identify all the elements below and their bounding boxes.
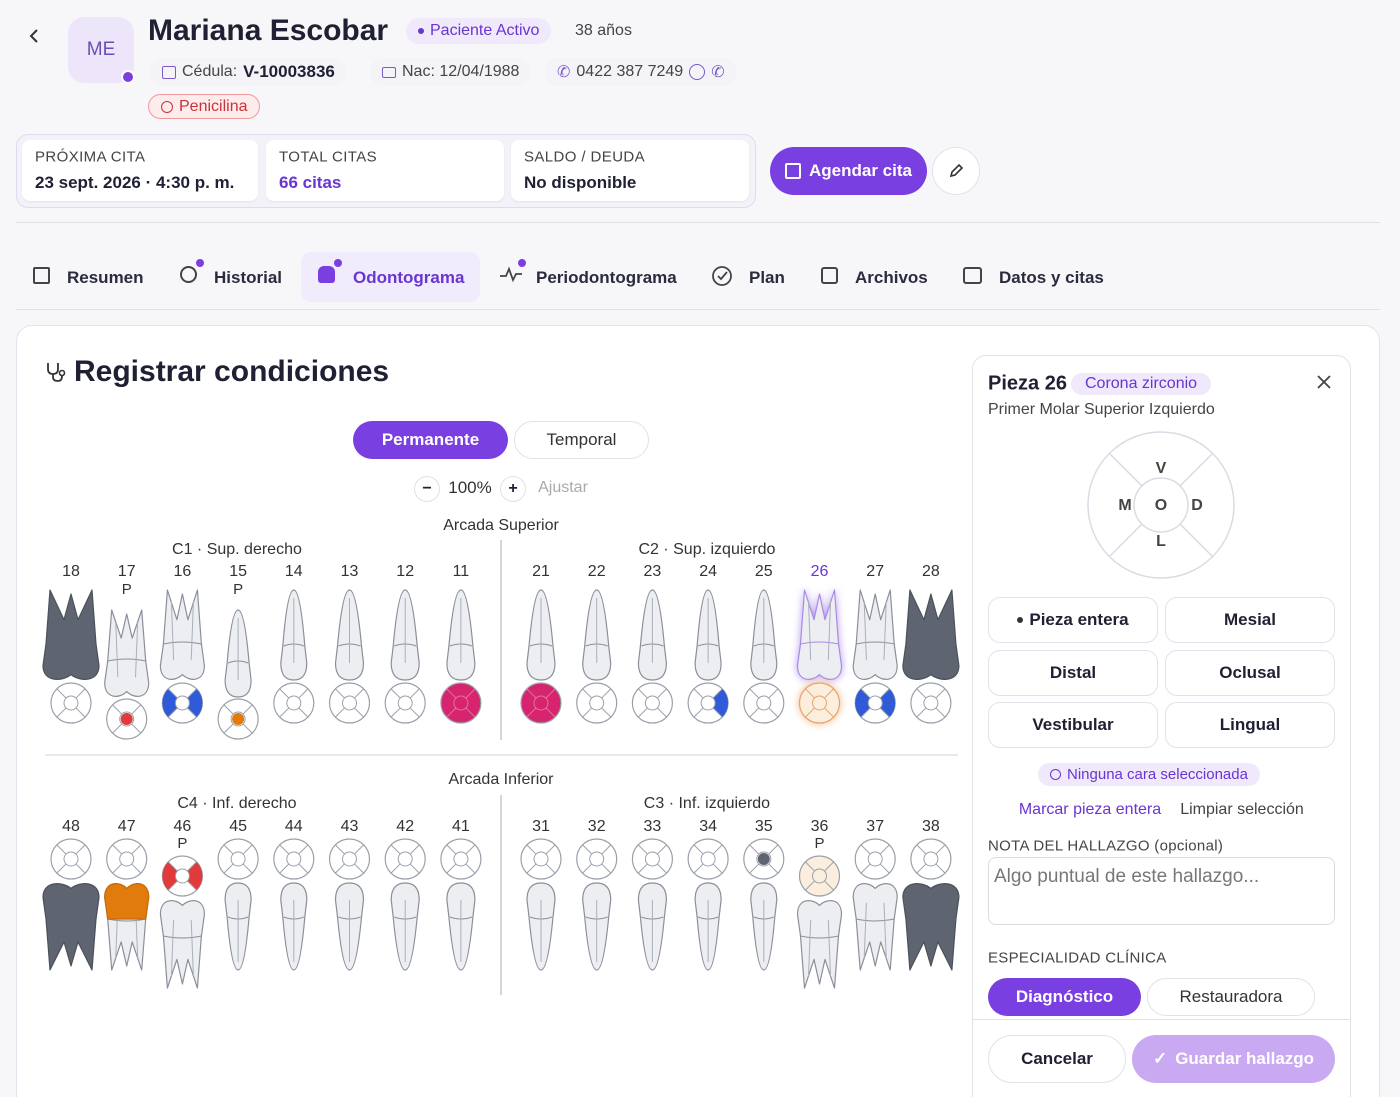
- zoom-out[interactable]: −: [414, 476, 440, 502]
- schedule-text: Agendar cita: [809, 161, 912, 180]
- back-button[interactable]: [26, 28, 42, 44]
- button-text: Vestibular: [1032, 715, 1114, 734]
- fit-button[interactable]: Ajustar: [538, 479, 588, 496]
- stat-card: [266, 140, 504, 201]
- zoom-in[interactable]: +: [500, 476, 526, 502]
- tab-dot: [334, 259, 342, 267]
- note-label: NOTA DEL HALLAZGO (opcional): [988, 837, 1224, 855]
- panel-subtitle: Primer Molar Superior Izquierdo: [988, 401, 1215, 418]
- tab[interactable]: Archivos: [855, 268, 928, 287]
- tab-icon: [500, 266, 522, 283]
- stat-label: TOTAL CITAS: [279, 148, 378, 166]
- bullet: [1017, 617, 1024, 623]
- id-chip: Cédula: V-10003836: [150, 58, 347, 86]
- patient-name: Mariana Escobar: [148, 14, 389, 47]
- divider: [973, 1019, 1350, 1020]
- link[interactable]: Limpiar selección: [1180, 801, 1304, 818]
- toggle[interactable]: Temporal: [514, 421, 649, 459]
- surface-button[interactable]: Vestibular: [988, 702, 1158, 748]
- tab-icon: [821, 267, 838, 284]
- status-text: Ninguna cara seleccionada: [1067, 766, 1248, 783]
- button-text: Pieza entera: [1029, 610, 1129, 629]
- section-title: Registrar condiciones: [74, 355, 390, 388]
- id-value: V-10003836: [243, 62, 335, 81]
- divider: [16, 222, 1380, 223]
- tab-icon: [712, 266, 732, 286]
- note-placeholder: Algo puntual de este hallazgo...: [994, 866, 1260, 887]
- stat-value: 23 sept. 2026 · 4:30 p. m.: [35, 173, 235, 192]
- surface-button[interactable]: Pieza entera: [988, 597, 1158, 643]
- edit-button[interactable]: [932, 147, 980, 195]
- divider: [16, 309, 1380, 310]
- status-badge: Paciente Activo: [406, 18, 552, 44]
- status-text: Paciente Activo: [430, 22, 540, 39]
- tab-dot: [518, 259, 526, 267]
- tab-active[interactable]: Odontograma: [353, 268, 465, 287]
- birth-chip: Nac: 12/04/1988: [370, 58, 532, 86]
- age: 38 años: [575, 22, 632, 39]
- save-button[interactable]: ✓ Guardar hallazgo: [1132, 1035, 1335, 1083]
- schedule-button[interactable]: Agendar cita: [770, 147, 927, 195]
- stat-value: No disponible: [524, 173, 637, 192]
- specialty-active[interactable]: Diagnóstico: [988, 978, 1141, 1016]
- close-button[interactable]: [1316, 374, 1332, 390]
- button-text: Mesial: [1224, 610, 1276, 629]
- allergy: Penicilina: [179, 97, 248, 115]
- call-icon[interactable]: ✆: [711, 64, 725, 81]
- id-label: Cédula:: [182, 63, 238, 80]
- panel-title: Pieza 26: [988, 372, 1067, 395]
- surface-button[interactable]: Distal: [988, 650, 1158, 696]
- phone-chip: ✆ 0422 387 7249 ✆: [545, 58, 737, 86]
- birth: Nac: 12/04/1988: [402, 63, 520, 80]
- stat-label: PRÓXIMA CITA: [35, 148, 146, 166]
- button-text: Oclusal: [1219, 663, 1281, 682]
- stat-label: SALDO / DEUDA: [524, 148, 646, 166]
- allergy-badge: Penicilina: [148, 94, 261, 119]
- cancel-button[interactable]: Cancelar: [988, 1035, 1126, 1083]
- tab[interactable]: Resumen: [67, 268, 144, 287]
- save-text: Guardar hallazgo: [1175, 1049, 1315, 1068]
- specialty[interactable]: Restauradora: [1147, 978, 1315, 1016]
- specialty-label: ESPECIALIDAD CLÍNICA: [988, 949, 1167, 967]
- note-input[interactable]: [988, 857, 1335, 925]
- selection-status: Ninguna cara seleccionada: [1038, 763, 1260, 786]
- surface-button[interactable]: Mesial: [1165, 597, 1335, 643]
- zoom-level: 100%: [448, 478, 492, 497]
- panel-badge: Corona zirconio: [1071, 373, 1212, 395]
- link[interactable]: Marcar pieza entera: [1018, 801, 1162, 818]
- stat-card: [22, 140, 258, 201]
- whatsapp-icon[interactable]: [689, 64, 706, 80]
- tab[interactable]: Periodontograma: [536, 268, 677, 287]
- phone: 0422 387 7249: [576, 63, 684, 80]
- surface-button[interactable]: Lingual: [1165, 702, 1335, 748]
- tab[interactable]: Historial: [214, 268, 283, 287]
- tab-icon: [180, 266, 197, 283]
- stat-card: [511, 140, 749, 201]
- online-dot: [121, 70, 135, 84]
- tab-dot: [196, 259, 204, 267]
- surface-button[interactable]: Oclusal: [1165, 650, 1335, 696]
- tab-icon: [963, 267, 982, 284]
- tab[interactable]: Plan: [749, 268, 785, 287]
- button-text: Distal: [1049, 663, 1097, 682]
- stat-value: 66 citas: [279, 173, 342, 192]
- tab[interactable]: Datos y citas: [999, 268, 1104, 287]
- tab-icon: [33, 267, 50, 284]
- toggle-active[interactable]: Permanente: [353, 421, 508, 459]
- button-text: Lingual: [1219, 715, 1281, 734]
- stethoscope-icon: [47, 363, 66, 382]
- tab-icon: [318, 266, 335, 283]
